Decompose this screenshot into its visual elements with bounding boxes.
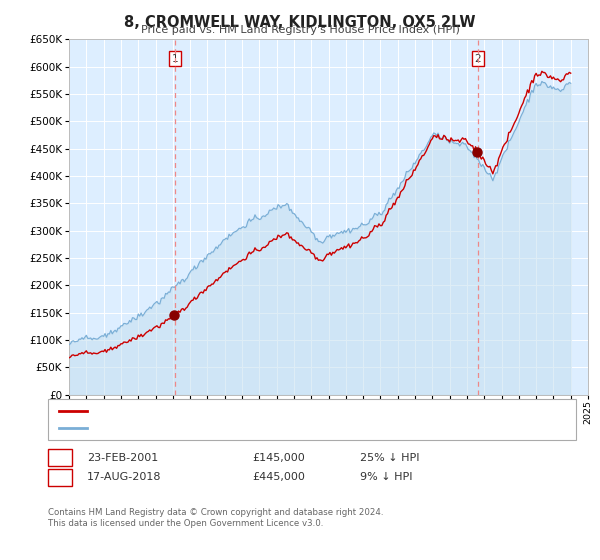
Text: 23-FEB-2001: 23-FEB-2001 [87,452,158,463]
Text: 1: 1 [172,54,178,64]
Text: Price paid vs. HM Land Registry's House Price Index (HPI): Price paid vs. HM Land Registry's House … [140,25,460,35]
Text: 2: 2 [56,472,64,482]
Text: 8, CROMWELL WAY, KIDLINGTON, OX5 2LW (detached house): 8, CROMWELL WAY, KIDLINGTON, OX5 2LW (de… [93,405,397,416]
Text: HPI: Average price, detached house, Cherwell: HPI: Average price, detached house, Cher… [93,423,321,433]
Text: 9% ↓ HPI: 9% ↓ HPI [360,472,413,482]
Text: 25% ↓ HPI: 25% ↓ HPI [360,452,419,463]
Text: Contains HM Land Registry data © Crown copyright and database right 2024.
This d: Contains HM Land Registry data © Crown c… [48,508,383,528]
Text: 2: 2 [475,54,481,64]
Text: £445,000: £445,000 [252,472,305,482]
Text: 8, CROMWELL WAY, KIDLINGTON, OX5 2LW: 8, CROMWELL WAY, KIDLINGTON, OX5 2LW [124,15,476,30]
Text: £145,000: £145,000 [252,452,305,463]
Text: 17-AUG-2018: 17-AUG-2018 [87,472,161,482]
Text: 1: 1 [56,452,64,463]
